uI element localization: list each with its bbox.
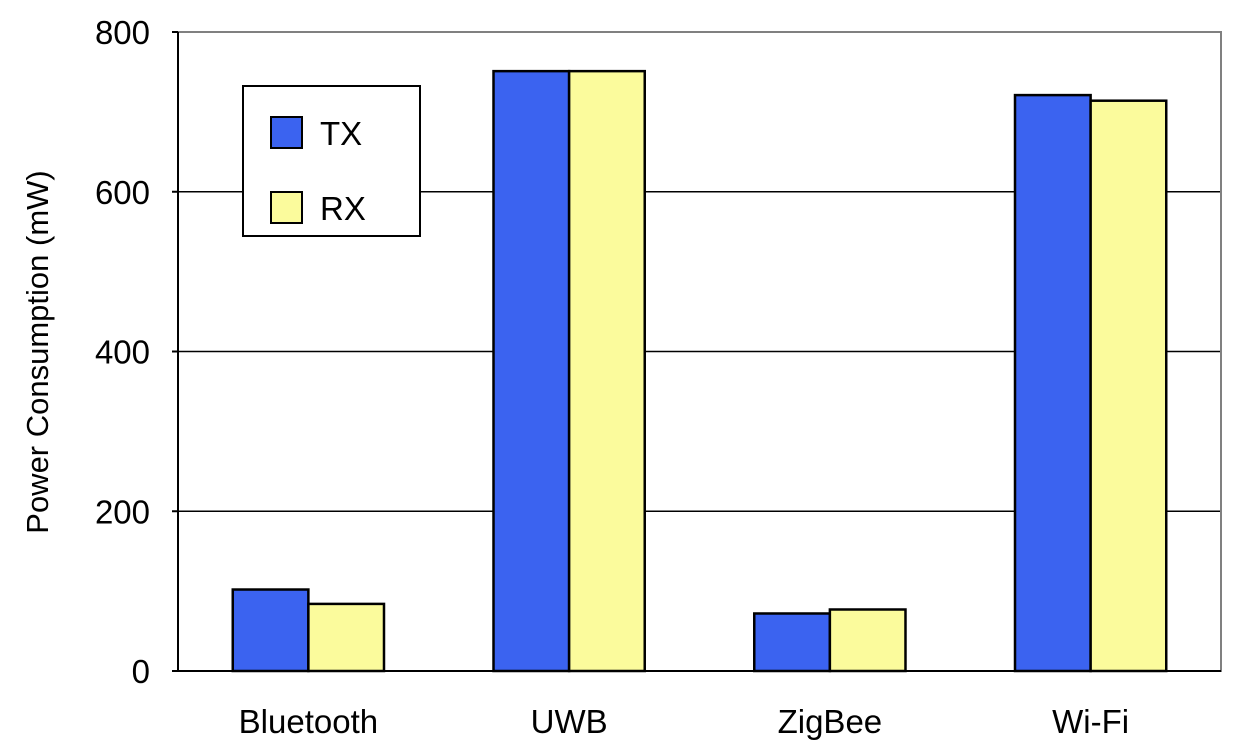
legend-swatch-tx <box>270 116 303 149</box>
bar-tx-zigbee <box>753 612 832 673</box>
y-tick-labels: 0 200 400 600 800 <box>95 14 178 690</box>
legend-label-tx: TX <box>320 115 362 152</box>
bar-rx-zigbee <box>828 608 907 673</box>
y-axis-label: Power Consumption (mW) <box>20 170 55 533</box>
bars <box>231 69 1168 673</box>
x-tick-label: ZigBee <box>778 703 883 740</box>
legend-swatch-rx <box>270 191 303 224</box>
x-tick-labels: Bluetooth UWB ZigBee Wi-Fi <box>239 703 1129 740</box>
x-tick-label: Bluetooth <box>239 703 378 740</box>
bar-tx-wi-fi <box>1013 93 1092 673</box>
legend-label-rx: RX <box>320 190 366 227</box>
bar-tx-bluetooth <box>231 588 310 673</box>
x-tick-label: Wi-Fi <box>1052 703 1129 740</box>
legend: TX RX <box>242 85 421 237</box>
bar-tx-uwb <box>492 69 571 673</box>
bar-rx-uwb <box>567 69 646 673</box>
y-tick-label: 600 <box>95 174 150 211</box>
bar-rx-bluetooth <box>307 602 386 673</box>
y-tick-label: 800 <box>95 14 150 51</box>
y-tick-label: 200 <box>95 493 150 530</box>
bar-rx-wi-fi <box>1089 99 1168 673</box>
x-tick-label: UWB <box>531 703 608 740</box>
y-tick-label: 0 <box>132 653 150 690</box>
y-tick-label: 400 <box>95 334 150 371</box>
